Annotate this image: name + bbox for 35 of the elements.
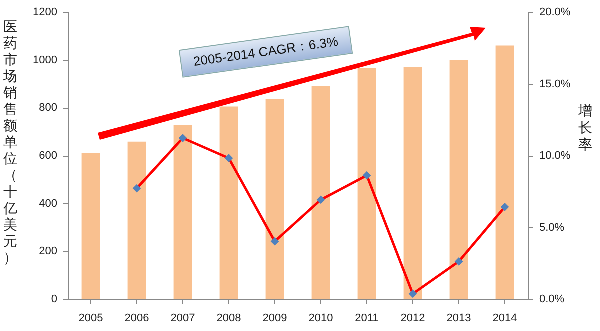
x-tick-label: 2006 bbox=[124, 312, 150, 324]
bar bbox=[312, 86, 330, 299]
x-tick-label: 2009 bbox=[262, 312, 288, 324]
y2-tick-label: 5.0% bbox=[540, 222, 565, 234]
bar bbox=[266, 99, 284, 299]
y-tick-label: 400 bbox=[39, 198, 58, 210]
bar bbox=[358, 68, 376, 299]
y2-tick-label: 0.0% bbox=[540, 294, 565, 306]
y-tick-label: 200 bbox=[39, 246, 58, 258]
x-tick-label: 2007 bbox=[170, 312, 196, 324]
y-tick-label: 1000 bbox=[33, 54, 58, 66]
bar bbox=[496, 46, 514, 299]
x-tick-label: 2013 bbox=[446, 312, 472, 324]
y2-tick-label: 20.0% bbox=[540, 6, 571, 18]
y-tick-label: 0 bbox=[51, 294, 58, 306]
annotation: 2005-2014 CAGR：6.3% bbox=[178, 26, 354, 78]
y-tick-label: 600 bbox=[39, 150, 58, 162]
y2-tick-label: 15.0% bbox=[540, 78, 571, 90]
y2-axis-title: 增长率 bbox=[578, 104, 592, 154]
x-tick-label: 2012 bbox=[400, 312, 426, 324]
x-tick-label: 2010 bbox=[308, 312, 334, 324]
y-tick-label: 800 bbox=[39, 102, 58, 114]
bar bbox=[82, 153, 100, 299]
y2-tick-label: 10.0% bbox=[540, 150, 571, 162]
bar bbox=[128, 142, 146, 299]
x-tick-label: 2008 bbox=[216, 312, 242, 324]
bar bbox=[174, 125, 192, 299]
bar bbox=[220, 106, 238, 299]
x-tick-label: 2014 bbox=[492, 312, 518, 324]
text: 医药市场销售额单位（十亿美元） bbox=[4, 20, 18, 266]
bar bbox=[404, 67, 422, 299]
bar bbox=[450, 60, 468, 299]
x-tick-label: 2011 bbox=[355, 312, 379, 324]
y-tick-label: 1200 bbox=[33, 6, 58, 18]
x-tick-label: 2005 bbox=[78, 312, 104, 324]
